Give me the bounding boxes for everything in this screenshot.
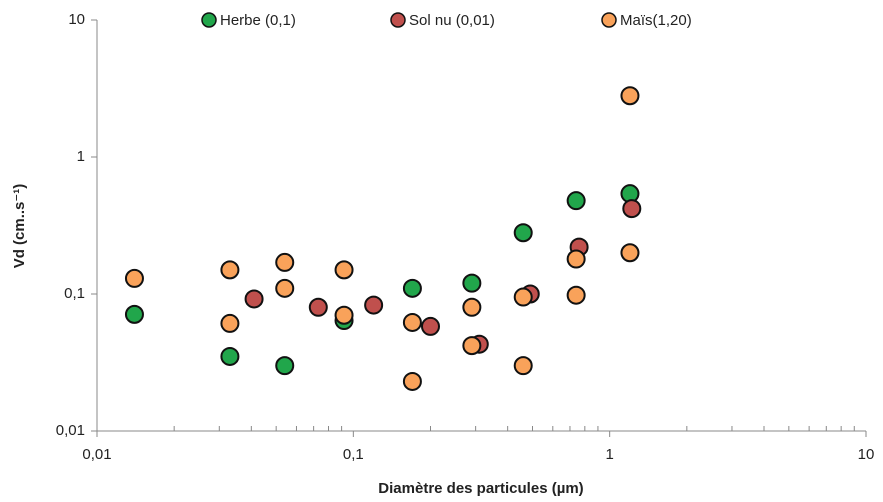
point xyxy=(462,297,482,317)
x-tick-label: 10 xyxy=(858,446,875,463)
point xyxy=(275,278,295,298)
y-axis-title: Vd (cm..s⁻¹) xyxy=(11,184,28,269)
point xyxy=(124,304,144,324)
point xyxy=(566,285,586,305)
point xyxy=(220,313,240,333)
x-tick-label: 0,1 xyxy=(343,446,364,463)
point xyxy=(462,336,482,356)
point xyxy=(275,356,295,376)
x-tick-label: 0,01 xyxy=(82,446,111,463)
y-tick-label: 0,01 xyxy=(56,422,85,439)
legend-label: Sol nu (0,01) xyxy=(409,12,495,29)
point xyxy=(513,287,533,307)
point xyxy=(620,243,640,263)
point xyxy=(462,273,482,293)
point xyxy=(124,268,144,288)
point xyxy=(275,252,295,272)
point xyxy=(334,305,354,325)
point xyxy=(308,297,328,317)
point xyxy=(622,199,642,219)
legend-marker xyxy=(601,12,617,28)
point xyxy=(513,223,533,243)
point xyxy=(420,316,440,336)
point xyxy=(364,295,384,315)
legend-marker xyxy=(390,12,406,28)
point xyxy=(244,289,264,309)
point xyxy=(334,260,354,280)
point xyxy=(402,312,422,332)
x-tick-label: 1 xyxy=(605,446,613,463)
point xyxy=(620,86,640,106)
legend-label: Maïs(1,20) xyxy=(620,12,692,29)
point xyxy=(566,191,586,211)
x-axis-title: Diamètre des particules (µm) xyxy=(378,480,583,497)
point xyxy=(566,249,586,269)
legend-label: Herbe (0,1) xyxy=(220,12,296,29)
point xyxy=(220,260,240,280)
point xyxy=(513,356,533,376)
y-tick-label: 0,1 xyxy=(64,285,85,302)
point xyxy=(402,278,422,298)
point xyxy=(220,346,240,366)
y-tick-label: 1 xyxy=(77,148,85,165)
legend-marker xyxy=(201,12,217,28)
y-tick-label: 10 xyxy=(68,11,85,28)
point xyxy=(402,371,422,391)
